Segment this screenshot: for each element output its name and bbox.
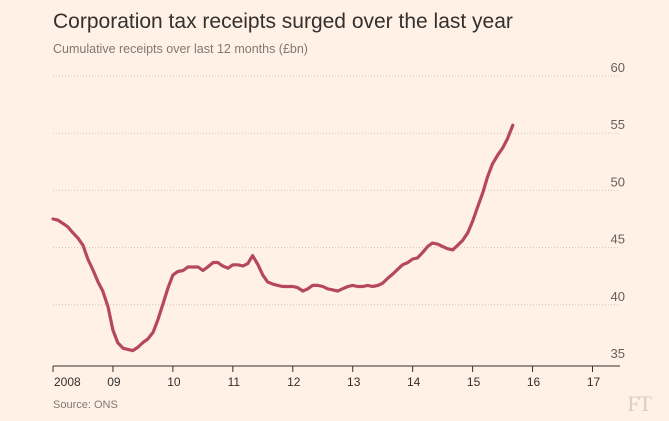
y-tick-label: 45	[611, 232, 625, 247]
x-tick-label: 13	[347, 375, 361, 389]
chart-subtitle: Cumulative receipts over last 12 months …	[53, 42, 308, 56]
x-tick-label: 15	[467, 375, 481, 389]
source-note: Source: ONS	[53, 399, 118, 411]
gridlines	[53, 75, 620, 306]
x-tick-label: 09	[107, 375, 121, 389]
y-tick-label: 50	[611, 174, 625, 189]
y-tick-label: 35	[611, 346, 625, 361]
y-tick-label: 60	[611, 60, 625, 75]
y-tick-label: 55	[611, 117, 625, 132]
series-layer	[51, 123, 515, 353]
y-tick-label: 40	[611, 289, 625, 304]
x-axis	[52, 365, 620, 372]
x-tick-label: 2008	[54, 375, 81, 389]
x-tick-label: 12	[287, 375, 301, 389]
x-tick-label: 10	[167, 375, 181, 389]
ft-logo: FT	[627, 391, 652, 416]
x-tick-label: 16	[527, 375, 541, 389]
x-axis-labels: 2008 09 10 11 12 13 14 15 16 17	[54, 375, 600, 389]
x-tick-label: 14	[407, 375, 421, 389]
chart-title: Corporation tax receipts surged over the…	[53, 10, 513, 33]
series-line	[51, 123, 515, 353]
x-tick-label: 11	[228, 375, 241, 389]
x-tick-label: 17	[587, 375, 601, 389]
y-axis-labels: 35 40 45 50 55 60	[611, 60, 625, 361]
